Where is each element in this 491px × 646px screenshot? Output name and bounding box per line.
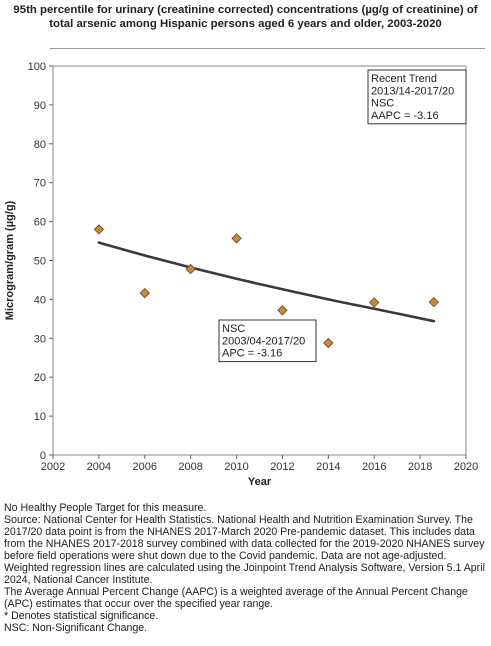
annotation-box bbox=[367, 69, 467, 125]
x-tick-label: 2010 bbox=[224, 461, 248, 473]
footnotes: No Healthy People Target for this measur… bbox=[4, 502, 488, 634]
annotation-line: NSC bbox=[222, 323, 245, 335]
y-tick-label: 60 bbox=[34, 217, 46, 229]
y-axis-title: Microgram/gram (µg/g) bbox=[4, 200, 16, 320]
annotation-line: 2003/04-2017/20 bbox=[222, 335, 305, 347]
data-point bbox=[428, 296, 440, 308]
y-tick-label: 20 bbox=[34, 372, 46, 384]
x-tick-label: 2012 bbox=[270, 461, 294, 473]
y-tick-label: 30 bbox=[34, 333, 46, 345]
data-point bbox=[323, 337, 334, 349]
data-point bbox=[185, 263, 196, 275]
annotation-line: Recent Trend bbox=[371, 73, 437, 85]
annotation-box bbox=[218, 319, 317, 363]
y-tick-label: 100 bbox=[28, 61, 46, 73]
y-tick-label: 50 bbox=[34, 256, 46, 268]
plot-frame bbox=[52, 65, 467, 456]
annotation-line: APC = -3.16 bbox=[222, 348, 282, 360]
annotation-line: 2013/14-2017/20 bbox=[371, 85, 454, 97]
footnote-significance: * Denotes statistical significance. bbox=[4, 610, 159, 622]
y-tick-label: 10 bbox=[34, 411, 46, 423]
footnote-nsc: NSC: Non-Significant Change. bbox=[4, 622, 148, 634]
y-tick-label: 70 bbox=[34, 178, 46, 190]
data-point bbox=[93, 224, 105, 235]
data-point bbox=[231, 233, 242, 244]
data-points bbox=[93, 224, 440, 349]
trend-line-group bbox=[97, 241, 436, 323]
x-tick-label: 2004 bbox=[87, 461, 111, 473]
plot-area bbox=[52, 65, 467, 456]
x-tick-label: 2002 bbox=[41, 461, 65, 473]
y-tick-label: 40 bbox=[34, 294, 46, 306]
x-tick-label: 2018 bbox=[408, 461, 432, 473]
x-tick-label: 2006 bbox=[133, 461, 157, 473]
chart-title: 95th percentile for urinary (creatinine … bbox=[13, 4, 478, 30]
data-point bbox=[139, 288, 150, 299]
footnote-regression: Weighted regression lines are calculated… bbox=[4, 562, 485, 586]
x-tick-label: 2020 bbox=[454, 461, 478, 473]
annotation-line: NSC bbox=[371, 98, 394, 110]
annotation-line: AAPC = -3.16 bbox=[371, 110, 439, 122]
y-tick-label: 90 bbox=[34, 100, 46, 112]
x-tick-label: 2016 bbox=[362, 461, 386, 473]
title-divider bbox=[50, 48, 485, 49]
footnote-source: Source: National Center for Health Stati… bbox=[4, 514, 485, 562]
footnote-target: No Healthy People Target for this measur… bbox=[4, 502, 207, 514]
footnote-aapc: The Average Annual Percent Change (AAPC)… bbox=[4, 586, 468, 610]
trend-line bbox=[97, 241, 436, 323]
x-axis-title: Year bbox=[248, 476, 272, 488]
y-axis: 0 10 20 30 40 50 60 70 80 90 100 bbox=[28, 61, 53, 462]
y-tick-label: 0 bbox=[40, 450, 46, 462]
x-tick-label: 2008 bbox=[178, 461, 202, 473]
data-point bbox=[369, 297, 380, 308]
x-tick-label: 2014 bbox=[316, 461, 340, 473]
y-tick-label: 80 bbox=[34, 139, 46, 151]
data-point bbox=[277, 305, 288, 316]
x-axis: 2002 2004 2006 2008 2010 2012 2014 2016 2018 2020 bbox=[41, 455, 478, 473]
